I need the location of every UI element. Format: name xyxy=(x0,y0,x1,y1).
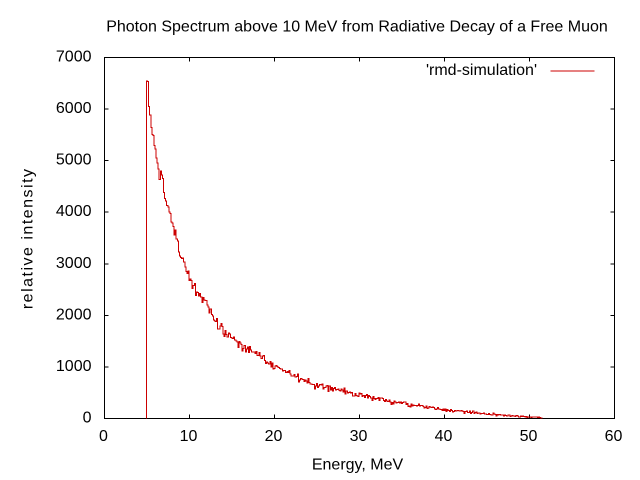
svg-text:0: 0 xyxy=(83,410,92,427)
svg-text:'rmd-simulation': 'rmd-simulation' xyxy=(426,62,537,79)
svg-text:10: 10 xyxy=(180,428,198,445)
svg-text:1000: 1000 xyxy=(56,358,92,375)
svg-text:0: 0 xyxy=(99,428,108,445)
svg-text:50: 50 xyxy=(520,428,538,445)
svg-text:Photon Spectrum above 10 MeV f: Photon Spectrum above 10 MeV from Radiat… xyxy=(106,19,608,36)
svg-text:40: 40 xyxy=(435,428,453,445)
svg-text:2000: 2000 xyxy=(56,306,92,323)
svg-text:5000: 5000 xyxy=(56,152,92,169)
svg-text:20: 20 xyxy=(265,428,283,445)
svg-text:7000: 7000 xyxy=(56,49,92,66)
svg-text:relative intensity: relative intensity xyxy=(20,167,37,309)
svg-text:4000: 4000 xyxy=(56,203,92,220)
svg-text:Energy, MeV: Energy, MeV xyxy=(312,457,404,474)
svg-text:6000: 6000 xyxy=(56,100,92,117)
svg-text:60: 60 xyxy=(605,428,623,445)
svg-text:30: 30 xyxy=(350,428,368,445)
svg-text:3000: 3000 xyxy=(56,255,92,272)
